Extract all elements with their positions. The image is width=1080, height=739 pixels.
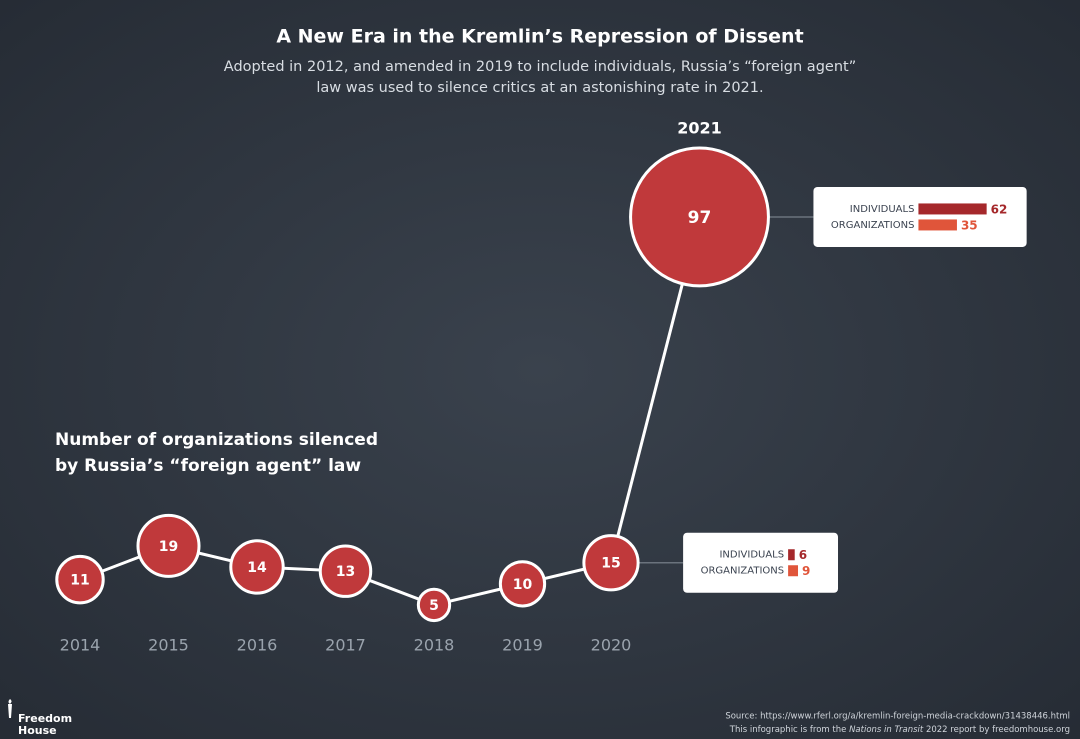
data-label: 15 (601, 556, 620, 572)
logo-torch (8, 699, 12, 718)
bubble (136, 513, 201, 578)
legend-label: INDIVIDUALS (719, 550, 784, 561)
breakdown-box (813, 186, 1027, 247)
breakdown-box (683, 532, 839, 593)
subtitle: Adopted in 2012, and amended in 2019 to … (224, 59, 856, 75)
logo-text: House (18, 724, 57, 737)
breakdown-bar (918, 219, 957, 231)
bubble (318, 544, 373, 598)
breakdown-value: 6 (799, 548, 807, 562)
data-label: 97 (688, 208, 712, 228)
data-label: 10 (513, 577, 533, 593)
chart-title: Number of organizations silenced (55, 430, 378, 450)
breakdown-bar (788, 549, 795, 561)
legend-label: ORGANIZATIONS (831, 220, 915, 231)
year-label: 2020 (591, 636, 632, 655)
breakdown-bar (788, 565, 799, 577)
data-label: 19 (159, 539, 178, 555)
year-label: 2017 (325, 636, 366, 655)
title: A New Era in the Kremlin’s Repression of… (276, 26, 803, 48)
bubble (498, 560, 547, 608)
data-label: 5 (429, 598, 439, 614)
credit-text: 2022 report by freedomhouse.org (923, 725, 1070, 735)
logo: Freedom House (8, 699, 72, 737)
credit-text: This infographic is from the (729, 725, 849, 735)
data-label: 11 (70, 573, 89, 589)
bubble (582, 534, 640, 592)
logo-text: Freedom (18, 712, 72, 725)
year-label: 2015 (148, 636, 189, 655)
data-label: 14 (247, 560, 267, 576)
legend-label: INDIVIDUALS (850, 204, 915, 215)
subtitle: law was used to silence critics at an as… (316, 80, 763, 96)
breakdown-value: 62 (991, 202, 1008, 216)
bubble (55, 554, 105, 605)
breakdown-value: 35 (961, 218, 978, 232)
legend-label: ORGANIZATIONS (701, 566, 785, 577)
chart-title: by Russia’s “foreign agent” law (55, 456, 361, 476)
year-label: 2014 (60, 636, 101, 655)
bubble (229, 539, 285, 595)
source: Source: https://www.rferl.org/a/kremlin-… (725, 712, 1070, 722)
bubble (416, 587, 452, 623)
breakdown-bar (918, 203, 987, 215)
year-label: 2021 (677, 119, 722, 138)
credit: This infographic is from the Nations in … (729, 725, 1070, 735)
bubble (629, 146, 770, 288)
data-label: 13 (336, 564, 355, 580)
year-label: 2019 (502, 636, 543, 655)
year-label: 2016 (237, 636, 278, 655)
credit-text: Nations in Transit (849, 725, 924, 735)
breakdown-value: 9 (802, 564, 810, 578)
year-label: 2018 (414, 636, 455, 655)
